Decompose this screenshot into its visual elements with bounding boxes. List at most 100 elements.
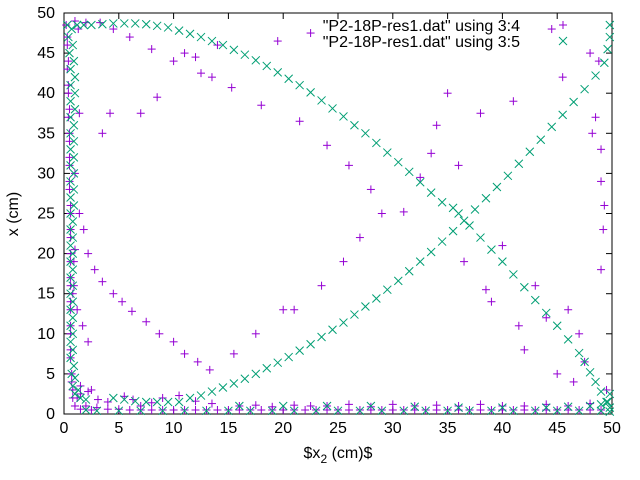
data-point (202, 405, 211, 414)
data-point (290, 405, 299, 414)
data-point (69, 120, 79, 130)
data-point (530, 406, 540, 416)
data-point (90, 265, 99, 274)
data-point (322, 401, 332, 411)
data-point (603, 397, 612, 407)
data-point (443, 406, 452, 416)
data-point (66, 80, 75, 90)
data-point (119, 395, 129, 404)
data-point (323, 141, 332, 150)
data-point (229, 45, 239, 55)
data-point (372, 138, 381, 148)
data-point (597, 177, 606, 186)
data-point (476, 405, 485, 414)
data-point (69, 361, 79, 371)
data-point (487, 297, 496, 306)
data-point (70, 389, 80, 399)
data-point (251, 55, 261, 65)
data-point (81, 395, 91, 404)
data-point (114, 406, 124, 416)
data-point (399, 207, 408, 216)
data-point (251, 329, 260, 338)
data-point (68, 217, 78, 226)
data-point (66, 193, 75, 202)
data-point (531, 281, 540, 290)
data-point (63, 33, 72, 42)
data-point (108, 393, 118, 403)
x-tick-label: 50 (603, 420, 621, 437)
data-point (70, 169, 79, 178)
data-point (114, 405, 123, 414)
data-point (180, 49, 189, 58)
x-axis-label: $x2 (cm)$ (304, 445, 373, 466)
data-point (174, 26, 184, 35)
data-point (596, 400, 606, 409)
data-point (323, 405, 332, 414)
data-point (317, 96, 326, 105)
data-point (552, 321, 562, 331)
y-tick-label: 35 (37, 125, 55, 142)
data-point (542, 313, 551, 322)
data-point (278, 401, 288, 411)
data-point (175, 391, 184, 400)
data-point (130, 396, 140, 406)
data-point (98, 19, 107, 29)
data-point (70, 88, 80, 98)
y-tick-label: 15 (37, 286, 55, 303)
data-point (68, 381, 78, 391)
data-point (147, 398, 156, 407)
data-point (63, 41, 72, 50)
data-point (76, 381, 85, 390)
data-points (62, 17, 615, 416)
data-point (575, 405, 584, 414)
data-point (93, 395, 102, 404)
data-point (147, 45, 156, 54)
data-point (191, 53, 200, 62)
data-point (257, 101, 266, 110)
data-point (421, 406, 431, 416)
data-point (202, 406, 211, 416)
data-point (240, 50, 250, 60)
data-point (66, 161, 75, 170)
data-point (599, 58, 609, 68)
data-point (301, 405, 310, 414)
data-point (597, 145, 606, 154)
data-point (68, 249, 78, 258)
data-point (399, 405, 408, 414)
data-point (350, 120, 359, 130)
data-point (103, 397, 112, 406)
data-point (66, 337, 75, 347)
data-point (317, 281, 326, 290)
data-point (65, 48, 74, 58)
data-point (465, 406, 474, 416)
data-point (229, 349, 238, 358)
data-point (103, 405, 112, 414)
data-point (317, 332, 326, 342)
data-point (334, 405, 342, 414)
data-point (415, 257, 425, 266)
data-point (459, 216, 469, 226)
data-point (70, 72, 80, 82)
data-point (481, 285, 490, 294)
data-point (70, 373, 80, 383)
data-point (109, 25, 118, 34)
data-point (87, 385, 96, 394)
data-point (70, 17, 79, 26)
data-point (66, 144, 75, 154)
data-point (437, 197, 447, 207)
data-point (426, 247, 436, 257)
data-point (84, 249, 93, 258)
data-point (158, 405, 167, 414)
data-point (70, 245, 79, 254)
data-point (136, 405, 145, 414)
data-point (290, 305, 299, 314)
data-point (366, 185, 375, 194)
data-point (213, 41, 222, 50)
data-point (355, 406, 365, 416)
data-point (279, 305, 288, 314)
data-point (68, 297, 78, 307)
data-point (530, 295, 540, 305)
data-point (588, 129, 597, 138)
data-point (163, 23, 173, 32)
legend-marker (559, 21, 567, 29)
